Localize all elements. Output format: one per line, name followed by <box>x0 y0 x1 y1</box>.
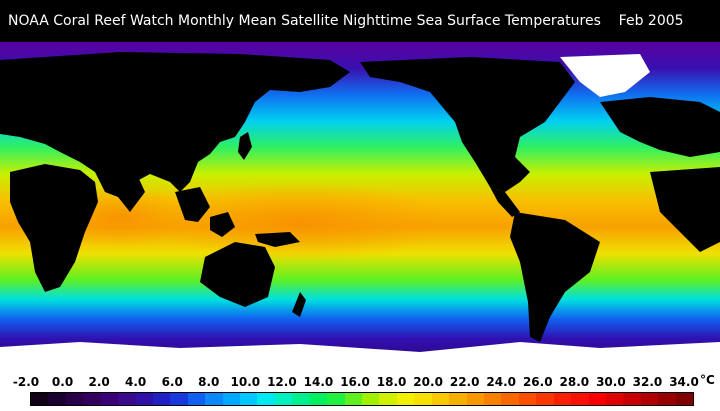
legend-swatch <box>257 393 275 405</box>
map-title: NOAA Coral Reef Watch Monthly Mean Satel… <box>0 0 720 42</box>
legend-swatch <box>327 393 345 405</box>
legend-swatch <box>100 393 119 405</box>
legend-tick-label: 30.0 <box>596 375 626 389</box>
australia-landmass <box>200 242 275 307</box>
legend-swatch <box>640 393 659 405</box>
legend-swatch <box>605 393 624 405</box>
greenland-ice <box>560 54 650 97</box>
legend-swatch <box>414 393 432 405</box>
eurasia-landmass <box>0 52 350 192</box>
africa-landmass <box>10 164 98 292</box>
legend-tick-label: 4.0 <box>125 375 147 389</box>
legend-swatch <box>466 393 484 405</box>
legend-swatch <box>205 393 223 405</box>
legend-swatch <box>623 393 641 405</box>
legend-tick-label: 32.0 <box>632 375 663 389</box>
north-america-landmass <box>360 57 575 192</box>
legend-swatch <box>222 393 241 405</box>
borneo-island <box>210 212 235 237</box>
legend-tick-label: 28.0 <box>559 375 590 389</box>
legend-swatch <box>536 393 554 405</box>
legend-swatch <box>65 393 84 405</box>
legend-tick-label: 12.0 <box>267 375 297 389</box>
legend-swatch <box>274 393 293 405</box>
legend-swatch <box>449 393 467 405</box>
legend-tick-label: 8.0 <box>198 375 220 389</box>
sst-map <box>0 42 720 372</box>
legend-tick-label: -2.0 <box>12 375 40 389</box>
legend-swatch <box>48 393 66 405</box>
legend-swatch <box>135 393 153 405</box>
legend-tick-label: 16.0 <box>340 375 370 389</box>
legend-swatch <box>362 393 380 405</box>
legend-tick-label: 6.0 <box>161 375 183 389</box>
south-america-landmass <box>510 212 600 342</box>
southeast-asia-landmass <box>175 187 210 222</box>
legend-swatch <box>431 393 450 405</box>
legend-swatch <box>379 393 397 405</box>
new-guinea-island <box>255 232 300 247</box>
legend-tick-label: 20.0 <box>413 375 443 389</box>
legend-swatch <box>83 393 101 405</box>
legend-swatch <box>309 393 328 405</box>
legend-tick-label: 34.0 <box>669 375 699 389</box>
legend-swatch <box>396 393 415 405</box>
legend-tick-label: 14.0 <box>303 375 334 389</box>
legend-tick-label: 0.0 <box>51 375 74 389</box>
north-africa-east-landmass <box>650 167 720 252</box>
arabia-india-landmass <box>95 170 145 212</box>
legend-swatch <box>118 393 136 405</box>
legend-tick-label: 2.0 <box>88 375 110 389</box>
legend-swatch <box>187 393 206 405</box>
legend-swatch <box>240 393 258 405</box>
antarctica-ice <box>0 342 720 372</box>
legend-unit: °C <box>700 373 715 387</box>
legend-tick-label: 22.0 <box>449 375 480 389</box>
legend-swatch <box>501 393 519 405</box>
legend-swatch <box>344 393 363 405</box>
new-zealand-islands <box>292 292 306 317</box>
legend-swatch <box>553 393 572 405</box>
legend-swatch <box>588 393 606 405</box>
legend-tick-label: 26.0 <box>522 375 553 389</box>
legend-colorbar <box>30 392 694 406</box>
legend-tick-label: 10.0 <box>230 375 261 389</box>
central-america-landmass <box>490 187 520 217</box>
legend-swatch <box>518 393 537 405</box>
legend-swatch <box>170 393 188 405</box>
legend-tick-label: 18.0 <box>376 375 407 389</box>
legend-swatch <box>483 393 502 405</box>
legend-tick-label: 24.0 <box>486 375 517 389</box>
legend-swatch <box>292 393 310 405</box>
legend-swatch <box>31 393 49 405</box>
legend-swatch <box>675 393 694 405</box>
japan-islands <box>238 132 252 160</box>
legend-swatch <box>658 393 676 405</box>
legend-swatch <box>152 393 171 405</box>
color-legend: °C -2.0 0.0 2.0 4.0 6.0 8.0 10.0 12.0 14.0 16.0 18… <box>0 372 720 411</box>
indo-pacific-warm-pool <box>150 182 450 262</box>
europe-landmass <box>600 97 720 157</box>
legend-swatch <box>571 393 589 405</box>
